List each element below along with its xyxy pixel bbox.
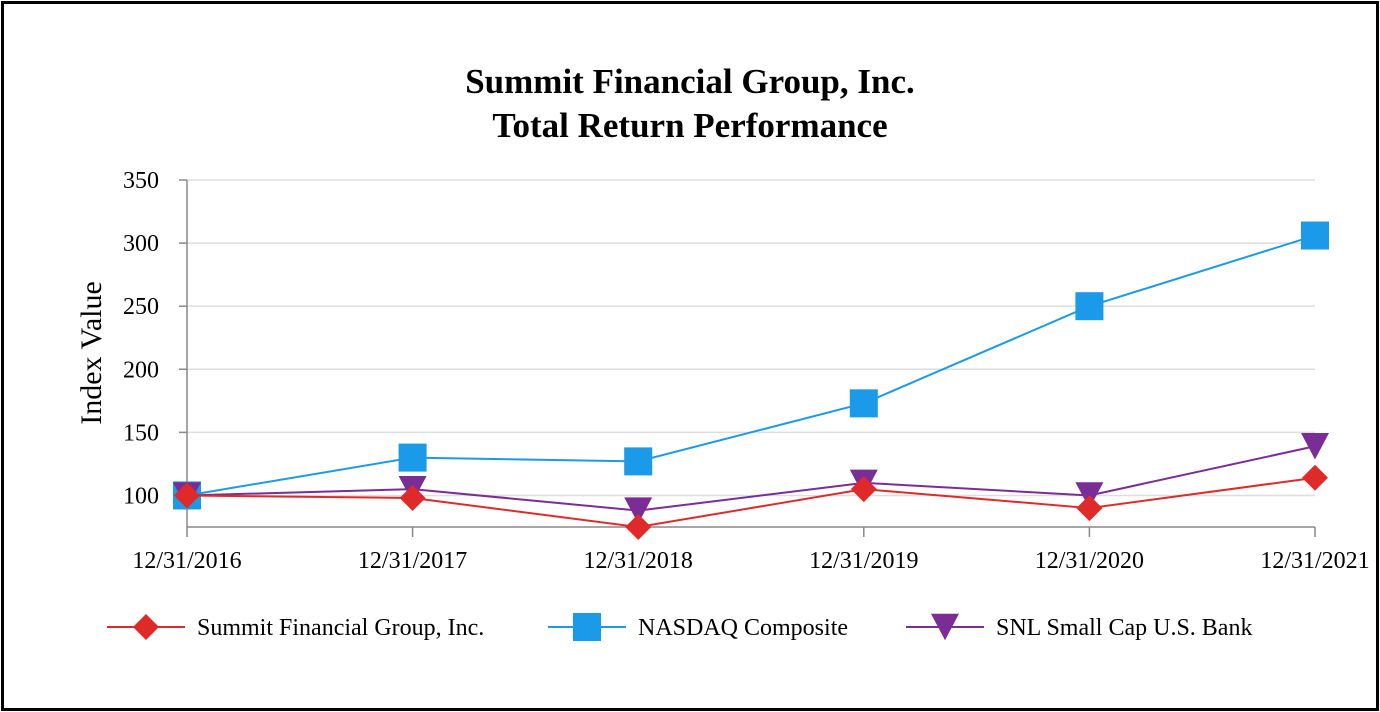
legend: Summit Financial Group, Inc. NASDAQ Compo… — [107, 613, 1252, 641]
data-point — [624, 497, 653, 524]
x-tick-label: 12/31/2017 — [358, 548, 467, 574]
legend-label: SNL Small Cap U.S. Bank — [996, 615, 1252, 641]
chart-subtitle: Total Return Performance — [492, 106, 888, 145]
series-line — [186, 234, 1316, 497]
legend-item: SNL Small Cap U.S. Bank — [906, 613, 1252, 641]
data-point — [625, 514, 652, 540]
grid-layer — [187, 179, 1315, 497]
y-tick-label: 150 — [123, 420, 159, 446]
legend-label: Summit Financial Group, Inc. — [197, 615, 484, 641]
series-triangle-down — [173, 433, 1329, 524]
y-tick-label: 250 — [123, 294, 159, 320]
y-tick-label: 300 — [123, 231, 159, 257]
x-tick-label: 12/31/2021 — [1260, 548, 1369, 574]
y-axis-label: Index Value — [75, 281, 108, 425]
series-layer — [173, 221, 1329, 540]
legend-item: Summit Financial Group, Inc. — [107, 614, 484, 641]
legend-label: NASDAQ Composite — [638, 615, 848, 641]
x-tick-label: 12/31/2020 — [1035, 548, 1144, 574]
y-tick-label: 200 — [123, 357, 159, 383]
data-point — [1302, 464, 1328, 491]
legend-marker — [931, 613, 959, 641]
data-point — [1301, 433, 1329, 460]
data-point — [624, 447, 653, 476]
data-point — [1076, 495, 1103, 522]
data-point — [399, 484, 426, 511]
axis-layer: 100 150 200 250 300 350 12/31/2016 12/31/2017 12… — [123, 168, 1370, 574]
y-tick-label: 350 — [123, 168, 159, 194]
data-point — [398, 443, 427, 472]
series-square — [173, 221, 1329, 510]
data-point — [174, 482, 200, 509]
data-point — [1301, 221, 1329, 250]
data-point — [849, 389, 878, 418]
series-diamond — [174, 464, 1328, 540]
x-tick-label: 12/31/2016 — [132, 548, 241, 574]
x-tick-label: 12/31/2018 — [584, 548, 693, 574]
x-tick-label: 12/31/2019 — [809, 548, 918, 574]
series-line — [186, 476, 1316, 529]
data-point — [850, 476, 877, 503]
legend-item: NASDAQ Composite — [548, 613, 848, 641]
legend-marker — [133, 614, 159, 640]
series-line — [186, 445, 1316, 512]
legend-marker — [573, 613, 601, 641]
y-tick-label: 100 — [123, 483, 159, 509]
data-point — [1075, 292, 1104, 321]
chart-title: Summit Financial Group, Inc. — [465, 62, 915, 101]
